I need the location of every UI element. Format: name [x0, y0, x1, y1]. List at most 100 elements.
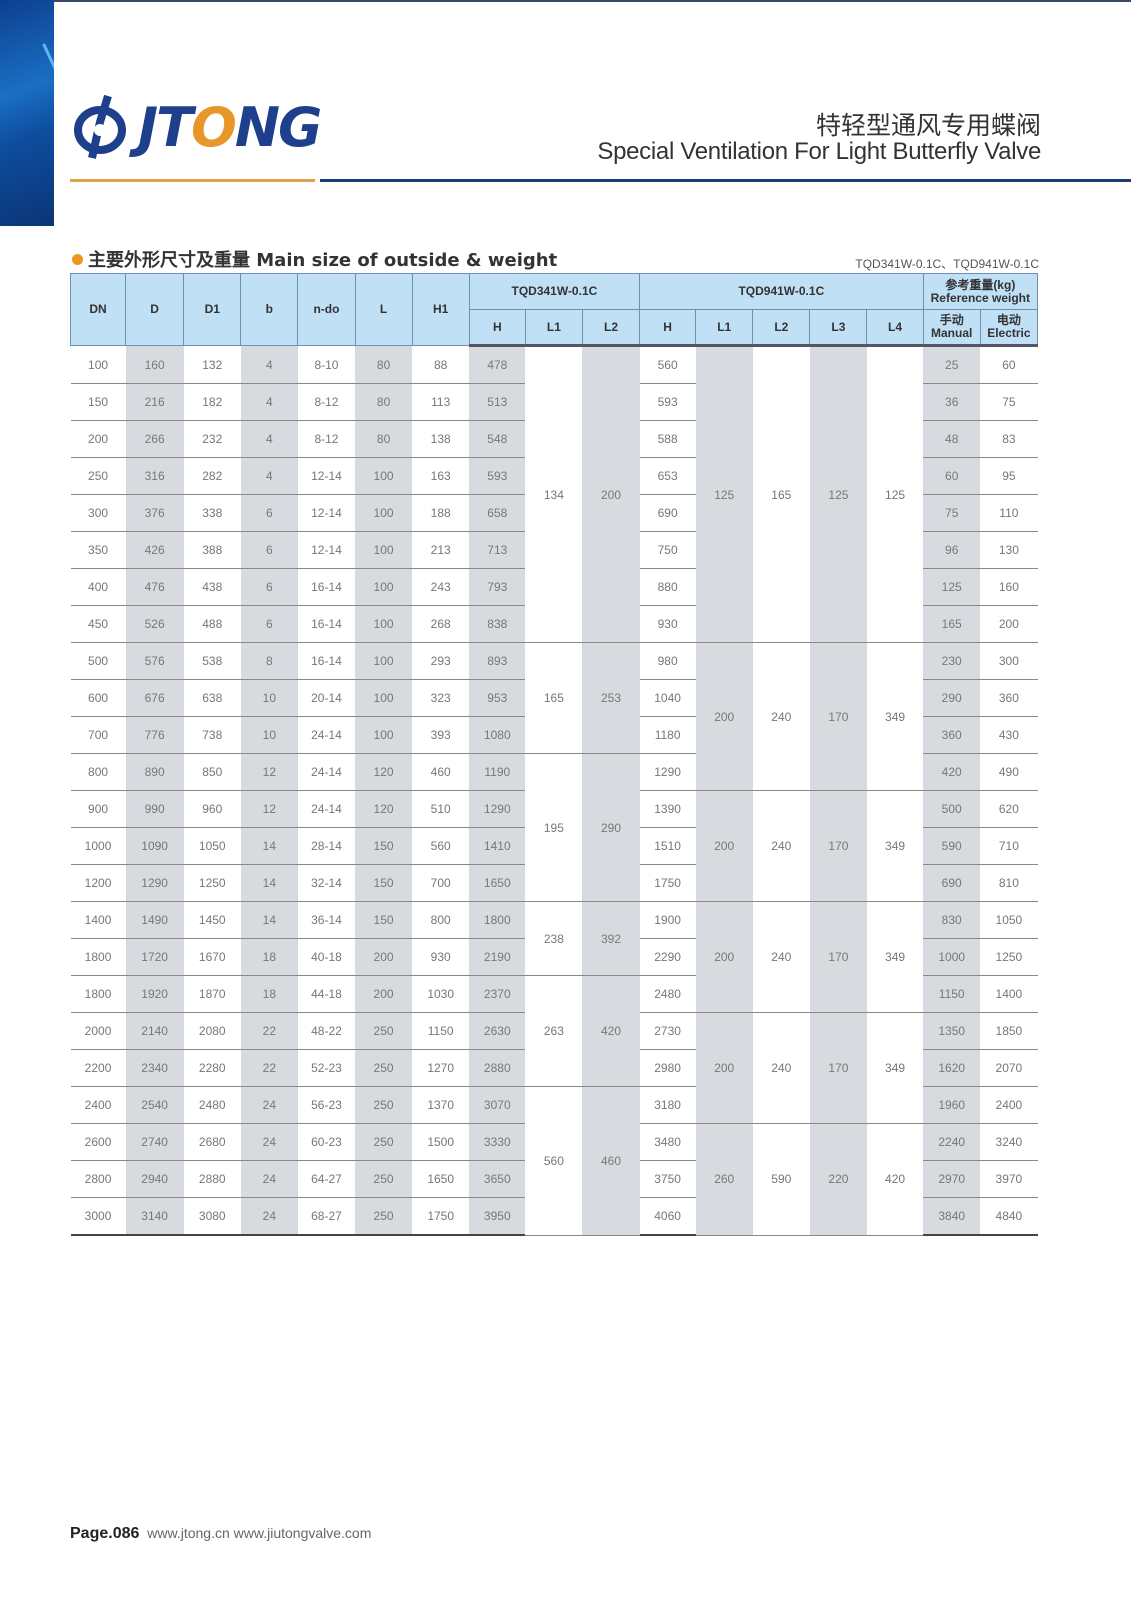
cell-d1: 1450 [183, 901, 241, 939]
cell-l: 100 [355, 494, 413, 532]
cell-941-h: 3480 [639, 1123, 696, 1161]
cell-941-h: 750 [639, 531, 696, 569]
cell-h-341: 793 [469, 568, 526, 606]
cell-dn: 1200 [70, 864, 126, 902]
cell-h1: 560 [412, 827, 470, 865]
table-row: 900 990 960 12 24-14 120 510 1290 1390 200 240 170 3… [70, 790, 1038, 902]
cell-electric-weight: 200 [980, 605, 1038, 643]
cell-h1: 163 [412, 457, 470, 495]
table-row: 700 776 738 10 24-14 100 393 1080 1180 360 430 [70, 716, 1038, 754]
cell-341-l1: 165 [525, 642, 583, 754]
cell-b: 24 [240, 1197, 298, 1236]
cell-b: 14 [240, 901, 298, 939]
page-number: Page.086 [70, 1525, 140, 1542]
cell-n-do: 16-14 [297, 605, 356, 643]
cell-d1: 1870 [183, 975, 241, 1013]
cell-manual-weight: 60 [923, 457, 981, 495]
footer-links: www.jtong.cn www.jiutongvalve.com [147, 1525, 372, 1541]
cell-l: 150 [355, 901, 413, 939]
cell-941-l2: 165 [752, 345, 810, 643]
cell-941-l3: 170 [809, 790, 867, 902]
cell-d: 776 [125, 716, 184, 754]
cell-h1: 113 [412, 383, 470, 421]
cell-electric-weight: 4840 [980, 1197, 1038, 1236]
cell-941-h: 2730 [639, 1012, 696, 1050]
cell-b: 18 [240, 975, 298, 1013]
cell-h-341: 713 [469, 531, 526, 569]
cell-d1: 2480 [183, 1086, 241, 1124]
cell-941-l4: 349 [866, 642, 924, 791]
cell-941-l3: 220 [809, 1123, 867, 1236]
cell-electric-weight: 95 [980, 457, 1038, 495]
header-rule-blue [320, 179, 1131, 182]
cell-dn: 500 [70, 642, 126, 680]
cell-h1: 1750 [412, 1197, 470, 1236]
cell-h-341: 2370 [469, 975, 526, 1013]
cell-b: 24 [240, 1160, 298, 1198]
cell-d: 160 [125, 345, 184, 384]
cell-341-l2: 290 [582, 753, 640, 902]
col-h1: H1 [411, 273, 470, 346]
cell-d: 1920 [125, 975, 184, 1013]
cell-dn: 1800 [70, 975, 126, 1013]
cell-l: 250 [355, 1160, 413, 1198]
cell-d: 990 [125, 790, 184, 828]
cell-d1: 960 [183, 790, 241, 828]
cell-n-do: 12-14 [297, 494, 356, 532]
cell-dn: 100 [70, 345, 126, 384]
cell-941-l4: 349 [866, 901, 924, 1013]
col-341-h: H [468, 309, 526, 347]
cell-d: 476 [125, 568, 184, 606]
table-row: 1800 1920 1870 18 44-18 200 1030 2370 263 420 2480… [70, 975, 1038, 1087]
table-body: 100 160 132 4 8-10 80 88 478 134 200 560 125 165 125 1… [70, 345, 1038, 1236]
cell-dn: 2800 [70, 1160, 126, 1198]
col-941-l3: L3 [809, 309, 868, 347]
cell-b: 22 [240, 1049, 298, 1087]
cell-d: 890 [125, 753, 184, 791]
cell-n-do: 8-12 [297, 383, 356, 421]
cell-d1: 182 [183, 383, 241, 421]
cell-d1: 338 [183, 494, 241, 532]
cell-n-do: 40-18 [297, 938, 356, 976]
cell-electric-weight: 83 [980, 420, 1038, 458]
cell-l: 150 [355, 827, 413, 865]
cell-l: 100 [355, 679, 413, 717]
col-341-l2: L2 [581, 309, 641, 347]
cell-d: 1720 [125, 938, 184, 976]
cell-b: 24 [240, 1086, 298, 1124]
cell-h-341: 658 [469, 494, 526, 532]
cell-d1: 850 [183, 753, 241, 791]
col-electric: 电动 Electric [979, 309, 1039, 347]
cell-n-do: 12-14 [297, 531, 356, 569]
cell-h-341: 3330 [469, 1123, 526, 1161]
logo-wordmark: JTONG [138, 95, 322, 159]
cell-l: 200 [355, 938, 413, 976]
cell-n-do: 8-10 [297, 345, 356, 384]
cell-d: 3140 [125, 1197, 184, 1236]
cell-941-h: 593 [639, 383, 696, 421]
table-row: 1200 1290 1250 14 32-14 150 700 1650 1750 690 810 [70, 864, 1038, 902]
cell-manual-weight: 3840 [923, 1197, 981, 1236]
cell-electric-weight: 1250 [980, 938, 1038, 976]
cell-h1: 700 [412, 864, 470, 902]
table-row: 3000 3140 3080 24 68-27 250 1750 3950 4060 3840 48… [70, 1197, 1038, 1236]
cell-dn: 150 [70, 383, 126, 421]
cell-manual-weight: 290 [923, 679, 981, 717]
table-row: 200 266 232 4 8-12 80 138 548 588 48 83 [70, 420, 1038, 458]
cell-h1: 393 [412, 716, 470, 754]
cell-341-l1: 263 [525, 975, 583, 1087]
cell-b: 18 [240, 938, 298, 976]
cell-941-h: 1900 [639, 901, 696, 939]
cell-b: 10 [240, 716, 298, 754]
cell-h1: 800 [412, 901, 470, 939]
cell-d1: 3080 [183, 1197, 241, 1236]
cell-941-h: 1290 [639, 753, 696, 791]
cell-d1: 438 [183, 568, 241, 606]
cell-manual-weight: 125 [923, 568, 981, 606]
cell-941-h: 980 [639, 642, 696, 680]
cell-941-l4: 349 [866, 790, 924, 902]
cell-d1: 2880 [183, 1160, 241, 1198]
cell-l: 100 [355, 716, 413, 754]
cell-dn: 2000 [70, 1012, 126, 1050]
page-title-cn: 特轻型通风专用蝶阀 [815, 111, 1041, 140]
